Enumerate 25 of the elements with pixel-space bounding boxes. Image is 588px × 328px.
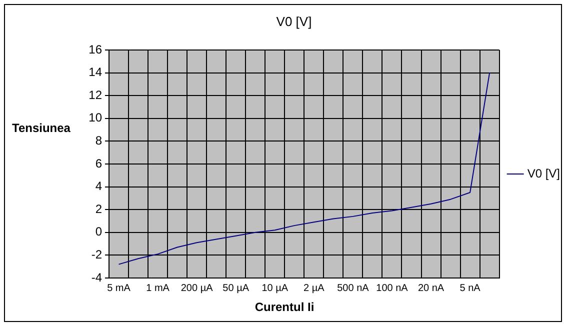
y-tick-label: 6 bbox=[95, 156, 102, 170]
x-tick-label: 100 nA bbox=[376, 282, 408, 294]
y-tick-label: 0 bbox=[95, 224, 102, 239]
y-tick-label: 12 bbox=[88, 88, 102, 102]
x-tick-label: 1 mA bbox=[146, 282, 170, 294]
x-tick-label: 2 µA bbox=[304, 282, 325, 294]
y-tick-label: -4 bbox=[91, 270, 102, 284]
y-tick-label: 2 bbox=[95, 202, 102, 216]
x-tick-label: 5 mA bbox=[107, 282, 131, 294]
x-tick-label: 10 µA bbox=[262, 282, 288, 294]
x-tick-label: 20 nA bbox=[418, 282, 444, 294]
legend-label: V0 [V] bbox=[527, 166, 560, 180]
y-tick-label: 4 bbox=[95, 179, 102, 194]
y-tick-label: 10 bbox=[88, 110, 102, 125]
x-tick-label: 50 µA bbox=[222, 282, 250, 294]
y-tick-label: 14 bbox=[88, 65, 102, 80]
y-tick-label: 8 bbox=[95, 134, 102, 148]
x-axis-title: Curentul Ii bbox=[254, 300, 316, 314]
x-tick-label: 5 nA bbox=[460, 282, 481, 294]
x-tick-label: 500 nA bbox=[337, 282, 370, 294]
x-tick-label: 200 µA bbox=[180, 282, 214, 294]
chart-title: V0 [V] bbox=[275, 14, 313, 29]
y-axis-title: Tensiunea bbox=[12, 121, 70, 135]
y-tick-label: 16 bbox=[88, 42, 102, 56]
y-tick-label: -2 bbox=[91, 248, 102, 262]
